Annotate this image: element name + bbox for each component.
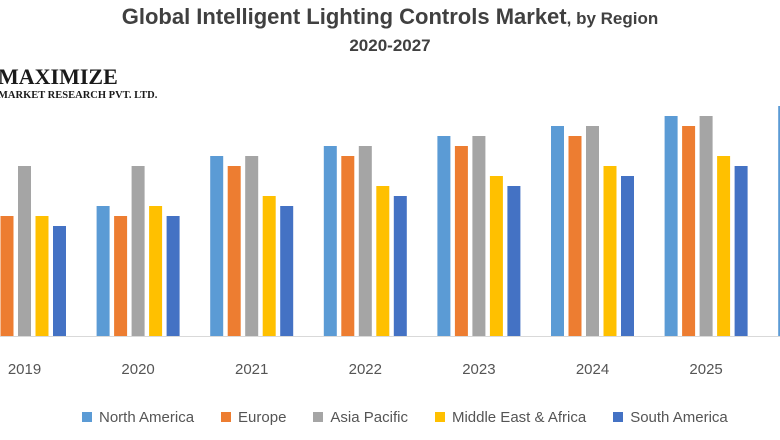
company-logo: MAXIMIZE MARKET RESEARCH PVT. LTD. <box>0 66 157 102</box>
legend-swatch <box>613 412 624 422</box>
bar-2020-south-america <box>166 216 180 336</box>
bar-2025-north-america <box>664 116 678 336</box>
legend-item-south-america: South America <box>613 409 728 426</box>
x-tick-label-2019: 2019 <box>8 361 41 378</box>
bars-group <box>0 106 780 336</box>
x-tick-label-2022: 2022 <box>349 361 382 378</box>
bar-2020-europe <box>114 216 128 336</box>
bar-2023-north-america <box>437 136 451 336</box>
x-tick-label-2021: 2021 <box>235 361 268 378</box>
legend-item-middle-east-and-africa: Middle East & Africa <box>434 409 587 426</box>
legend-item-north-america: North America <box>82 409 194 426</box>
bar-2020-middle-east-and-africa <box>149 206 163 336</box>
bar-2024-south-america <box>621 176 634 336</box>
bar-2022-asia-pacific <box>358 146 372 336</box>
bar-2022-europe <box>341 156 355 336</box>
bar-2020-north-america <box>96 206 110 336</box>
bar-2022-south-america <box>393 196 407 336</box>
bar-2022-middle-east-and-africa <box>376 186 390 336</box>
bar-2019-middle-east-and-africa <box>35 216 49 336</box>
legend-label: Asia Pacific <box>330 409 408 426</box>
chart-title-suffix: , by Region <box>566 9 659 28</box>
legend-swatch <box>434 412 445 422</box>
bar-2025-south-america <box>734 166 748 336</box>
bar-2021-asia-pacific <box>245 156 259 336</box>
bar-2025-europe <box>682 126 696 336</box>
bar-2021-middle-east-and-africa <box>262 196 276 336</box>
legend-item-europe: Europe <box>221 409 286 426</box>
bar-2021-europe <box>227 166 241 336</box>
bar-2020-asia-pacific <box>131 166 145 336</box>
legend-label: Europe <box>238 409 287 426</box>
legend-label: South America <box>630 409 728 426</box>
legend-swatch <box>313 412 324 422</box>
bar-2022-north-america <box>323 146 337 336</box>
logo-tagline: MARKET RESEARCH PVT. LTD. <box>0 90 158 101</box>
x-tick-label-2023: 2023 <box>462 361 495 378</box>
legend-swatch <box>82 412 92 422</box>
x-tick-label-2024: 2024 <box>576 361 609 378</box>
x-tick-label-2020: 2020 <box>121 361 154 378</box>
chart-title-main: Global Intelligent Lighting Controls Mar… <box>121 4 567 29</box>
legend-label: Middle East & Africa <box>451 409 587 426</box>
bar-2025-middle-east-and-africa <box>717 156 731 336</box>
bar-2024-europe <box>568 136 582 336</box>
bar-2023-asia-pacific <box>472 136 486 336</box>
chart-subtitle: 2020-2027 <box>349 36 431 55</box>
bar-2019-south-america <box>53 226 66 336</box>
bar-2023-middle-east-and-africa <box>489 176 503 336</box>
bar-2019-europe <box>0 216 14 336</box>
bar-2024-north-america <box>551 126 564 336</box>
legend-item-asia-pacific: Asia Pacific <box>313 409 408 426</box>
bar-2025-asia-pacific <box>699 116 713 336</box>
chart-legend: North America Europe Asia Pacific Middle Ea… <box>82 409 755 426</box>
bar-2021-north-america <box>210 156 224 336</box>
legend-swatch <box>221 412 232 422</box>
x-tick-label-2025: 2025 <box>689 361 722 378</box>
chart-title: Global Intelligent Lighting Controls Mar… <box>0 4 780 30</box>
legend-label: North America <box>99 409 195 426</box>
bar-2026-north-america <box>778 106 780 336</box>
bar-2024-asia-pacific <box>586 126 599 336</box>
bar-2023-south-america <box>507 186 521 336</box>
bar-2021-south-america <box>280 206 294 336</box>
bar-2019-asia-pacific <box>18 166 31 336</box>
x-ticks-group: 20192020202120222023202420252026 <box>8 361 723 378</box>
bar-2023-europe <box>454 146 468 336</box>
logo-name: MAXIMIZE <box>0 64 118 89</box>
bar-2024-middle-east-and-africa <box>603 166 617 336</box>
